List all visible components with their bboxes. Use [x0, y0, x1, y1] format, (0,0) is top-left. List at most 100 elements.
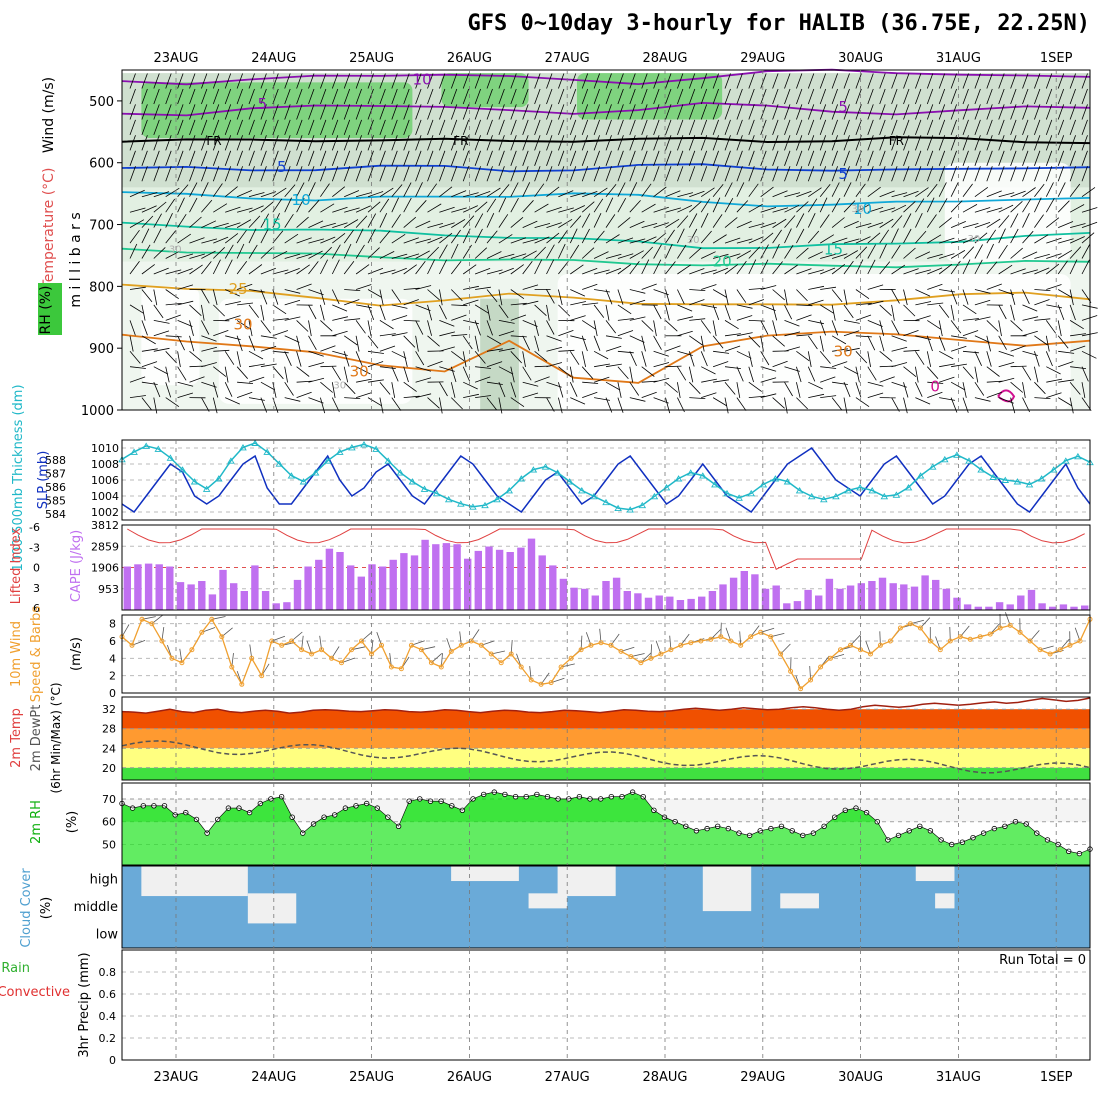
cape-bar: [687, 599, 694, 610]
cape-bar: [900, 584, 907, 610]
cape-bar: [485, 547, 492, 611]
wind-tick-label: 4: [109, 652, 116, 665]
cloud-level-label: low: [96, 927, 119, 942]
panel-frame-precip: [122, 950, 1090, 1060]
wind10-axis-title-b: Speed & Barbs: [29, 606, 44, 703]
date-label-top: 28AUG: [642, 51, 687, 66]
date-label-bottom: 31AUG: [936, 1070, 981, 1085]
cape-bar: [666, 597, 673, 610]
contour-label: 30: [834, 342, 853, 360]
cape-bar: [751, 574, 758, 610]
cloud-axis-title: Cloud Cover: [19, 868, 34, 948]
panel-frame-wind: [122, 615, 1090, 693]
rh-contour-label: 30: [169, 244, 182, 255]
cape-bar: [730, 578, 737, 610]
cape-bar: [209, 594, 216, 610]
rh-dry-shaft: [480, 299, 519, 410]
cape-bar: [315, 560, 322, 610]
cloud-gap: [248, 893, 296, 923]
slp-tick-label: 1008: [91, 458, 119, 471]
precip-total-legend: Total / Rain: [0, 961, 30, 976]
cape-bar: [996, 602, 1003, 610]
cape-bar: [368, 564, 375, 610]
cape-bar: [677, 600, 684, 610]
rh-tick-label: 50: [102, 839, 116, 852]
run-total-label: Run Total = 0: [999, 953, 1086, 968]
precip-tick-label: 0.6: [99, 988, 117, 1001]
cape-bar: [251, 565, 258, 610]
cape-axis-title: CAPE (J/kg): [69, 530, 84, 602]
cape-tick-label: 2859: [91, 540, 119, 553]
date-label-top: 31AUG: [936, 51, 981, 66]
cape-bar: [847, 586, 854, 611]
cloud-gap: [141, 866, 247, 896]
wind-axis-title: Wind (m/s): [41, 77, 57, 153]
date-label-bottom: 25AUG: [349, 1070, 394, 1085]
cape-bar: [709, 591, 716, 610]
cape-bar: [347, 565, 354, 610]
cloud-gap: [916, 866, 955, 881]
cape-bar: [624, 591, 631, 610]
lifted-index-line: [127, 529, 1084, 569]
cape-bar: [1060, 604, 1067, 610]
cape-bar: [719, 584, 726, 610]
cape-bar: [656, 596, 663, 611]
date-label-top: 26AUG: [447, 51, 492, 66]
cape-bar: [432, 544, 439, 610]
rh-tick-label: 70: [102, 793, 116, 806]
cape-bar: [858, 583, 865, 610]
slp-tick-label: 1006: [91, 474, 119, 487]
cape-bar: [411, 555, 418, 610]
date-label-top: 29AUG: [740, 51, 785, 66]
cloud-gap: [780, 893, 819, 908]
slp-axis-title: SLP (mb): [36, 451, 51, 510]
temp-axis-title-b: 2m DewPt: [29, 705, 44, 772]
cape-bar: [443, 543, 450, 610]
cape-bar: [326, 549, 333, 610]
wind10-axis-title-c: (m/s): [69, 637, 84, 671]
date-label-bottom: 26AUG: [447, 1070, 492, 1085]
cape-bar: [1007, 604, 1014, 610]
precip-tick-label: 0: [109, 1054, 116, 1067]
contour-label: 15: [824, 240, 843, 258]
cape-bar: [496, 550, 503, 610]
wind-tick-label: 0: [109, 687, 116, 700]
cape-bar: [219, 570, 226, 610]
rh2m-band-overlay: [122, 822, 1090, 865]
cape-bar: [943, 589, 950, 610]
temp-tick-label: 24: [102, 742, 116, 755]
lifted-tick-label: -3: [29, 541, 40, 554]
cape-bar: [592, 596, 599, 611]
date-label-top: 24AUG: [251, 51, 296, 66]
cloud-gap: [935, 893, 954, 908]
lifted-tick-label: 0: [33, 562, 40, 575]
wind10-axis-title-a: 10m Wind: [9, 621, 24, 687]
cape-bar: [836, 589, 843, 610]
cape-bar: [570, 588, 577, 610]
cape-tick-label: 953: [98, 583, 119, 596]
cape-bar: [421, 540, 428, 610]
rh2m-axis-unit: (%): [65, 811, 80, 834]
cape-bar: [539, 555, 546, 610]
temperature-axis-title: Temperature (°C): [41, 168, 57, 290]
contour-label: FR: [889, 134, 904, 148]
slp-tick-label: 1010: [91, 442, 119, 455]
cape-bar: [230, 583, 237, 610]
date-label-top: 25AUG: [349, 51, 394, 66]
cape-bar: [379, 567, 386, 611]
rh-contour-label: 30: [333, 380, 346, 391]
cape-bar: [145, 564, 152, 610]
slp-tick-label: 1004: [91, 490, 119, 503]
rh-contour-label: 30: [687, 235, 700, 246]
cape-bar: [1081, 606, 1088, 611]
cape-bar: [815, 596, 822, 611]
cape-bar: [464, 559, 471, 610]
wind10-line: [122, 619, 1090, 688]
temp-tick-label: 32: [102, 703, 116, 716]
ytick-label: 500: [89, 95, 114, 110]
rh-axis-title: RH (%): [38, 286, 54, 335]
cape-bar: [453, 544, 460, 610]
rh2m-axis-title: 2m RH: [29, 800, 44, 844]
precip-tick-label: 0.8: [99, 966, 117, 979]
